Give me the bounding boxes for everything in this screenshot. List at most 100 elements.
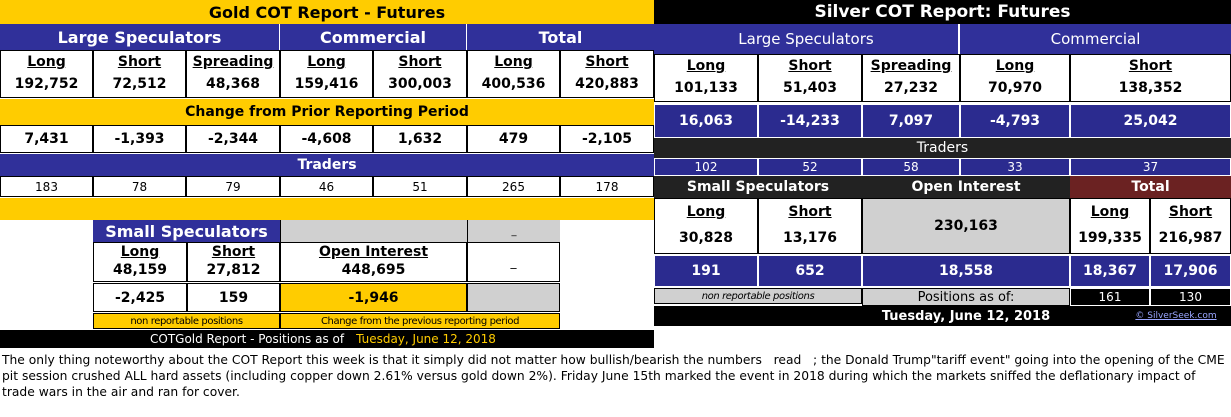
position-value: 30,828 (678, 230, 734, 246)
gold-large-speculators-header: Large Speculators (0, 24, 280, 50)
change-value: -4,608 (280, 125, 373, 153)
column-header: Long (686, 58, 726, 74)
change-value: -2,344 (186, 125, 280, 153)
silver-large-speculators-header: Large Speculators (654, 24, 960, 54)
silver-commercial-header: Commercial (960, 24, 1231, 54)
column-header: Short (1128, 58, 1173, 74)
open-interest-label: Open Interest (318, 244, 429, 260)
silver-total-change-long: 18,367 (1070, 255, 1150, 287)
position-value: 159,416 (294, 76, 359, 92)
gold-small-short: Short 27,812 (187, 242, 280, 282)
change-value: 7,097 (862, 104, 960, 138)
gold-cell-commercial-short: Short 300,003 (373, 50, 467, 98)
traders-value: 102 (654, 158, 758, 176)
position-value: 138,352 (1118, 80, 1183, 96)
position-value: 27,812 (206, 262, 261, 278)
gold-small-change-short: 159 (187, 283, 280, 312)
gold-cell-total-long: Long 400,536 (467, 50, 560, 98)
position-value: 13,176 (782, 230, 838, 246)
position-value: 27,232 (883, 80, 939, 96)
gold-small-speculators-header: Small Speculators (93, 220, 280, 242)
silver-cell-commercial-long: Long 70,970 (960, 54, 1070, 102)
position-value: 300,003 (388, 76, 452, 92)
silver-traders-title: Traders (654, 138, 1231, 158)
gold-change-title: Change from Prior Reporting Period (0, 99, 654, 125)
traders-value: 183 (0, 176, 93, 197)
column-header: Spreading (870, 58, 952, 74)
gold-commercial-header: Commercial (280, 24, 467, 50)
change-value: 7,431 (0, 125, 93, 153)
gold-cell-commercial-long: Long 159,416 (280, 50, 373, 98)
position-value: 51,403 (782, 80, 838, 96)
gold-gray-cell-bottom (467, 283, 560, 312)
change-value: 16,063 (654, 104, 758, 138)
column-header: Long (27, 54, 66, 70)
gold-open-interest: Open Interest 448,695 (280, 242, 467, 282)
gold-dash-mid: _ (467, 242, 560, 282)
silver-footer: Tuesday, June 12, 2018 © SilverSeek.com (654, 306, 1231, 326)
gold-dash-top: _ (467, 220, 560, 242)
column-header: Short (1168, 204, 1213, 220)
silver-cell-large-short: Short 51,403 (758, 54, 862, 102)
column-header: Long (686, 204, 726, 220)
silver-non-reportable-note: non reportable positions (654, 288, 862, 304)
traders-value: 33 (960, 158, 1070, 176)
commentary-text: The only thing noteworthy about the COT … (2, 353, 1229, 399)
silver-total-header: Total (1070, 176, 1231, 198)
position-value: 70,970 (987, 80, 1043, 96)
silver-cell-large-long: Long 101,133 (654, 54, 758, 102)
silver-title: Silver COT Report: Futures (654, 0, 1231, 24)
gold-footer-label: COTGold Report - Positions as of (150, 332, 345, 346)
traders-value: 78 (93, 176, 186, 197)
traders-value: 52 (758, 158, 862, 176)
silver-total-short: Short 216,987 (1150, 198, 1231, 254)
change-value: -2,105 (560, 125, 654, 153)
gold-title: Gold COT Report - Futures (0, 0, 654, 24)
silver-positions-as-of: Positions as of: (862, 288, 1070, 306)
gold-total-header: Total (467, 24, 654, 50)
traders-value: 51 (373, 176, 467, 197)
position-value: 216,987 (1158, 230, 1223, 246)
silver-open-interest-header: Open Interest (862, 176, 1070, 198)
position-value: 192,752 (14, 76, 79, 92)
column-header: Long (1090, 204, 1130, 220)
column-header: Short (398, 54, 442, 70)
change-value: -4,793 (960, 104, 1070, 138)
gold-non-reportable-note: non reportable positions (93, 313, 280, 329)
gold-footer: COTGold Report - Positions as of Tuesday… (0, 330, 654, 348)
gold-spacer-band (0, 198, 654, 220)
silver-small-speculators-header: Small Speculators (654, 176, 862, 198)
change-value: -1,393 (93, 125, 186, 153)
column-header: Spreading (192, 54, 274, 70)
position-value: 48,368 (205, 76, 261, 92)
position-value: 48,159 (112, 262, 168, 278)
gold-gray-cell-top (280, 220, 467, 242)
column-header: Long (995, 58, 1035, 74)
silver-total-long: Long 199,335 (1070, 198, 1150, 254)
open-interest-value: 448,695 (341, 262, 406, 278)
position-value: 400,536 (481, 76, 546, 92)
change-value: 479 (467, 125, 560, 153)
silver-total-traders-short: 130 (1150, 288, 1231, 306)
traders-value: 265 (467, 176, 560, 197)
column-header: Short (788, 58, 832, 74)
silver-credit: © SilverSeek.com (1135, 311, 1217, 321)
column-header: Short (211, 244, 256, 260)
gold-cell-large-short: Short 72,512 (93, 50, 186, 98)
gold-small-change-long: -2,425 (93, 283, 187, 312)
change-value: 25,042 (1070, 104, 1231, 138)
gold-small-long: Long 48,159 (93, 242, 187, 282)
silver-small-change-short: 652 (758, 255, 862, 287)
traders-value: 58 (862, 158, 960, 176)
column-header: Long (494, 54, 533, 70)
position-value: 199,335 (1078, 230, 1142, 246)
traders-value: 46 (280, 176, 373, 197)
change-value: 1,632 (373, 125, 467, 153)
position-value: 420,883 (575, 76, 639, 92)
gold-traders-title: Traders (0, 154, 654, 176)
gold-footer-date: Tuesday, June 12, 2018 (356, 332, 496, 346)
change-value: -14,233 (758, 104, 862, 138)
traders-value: 37 (1070, 158, 1231, 176)
gold-open-interest-change: -1,946 (280, 283, 467, 312)
silver-footer-date: Tuesday, June 12, 2018 (881, 308, 1051, 324)
